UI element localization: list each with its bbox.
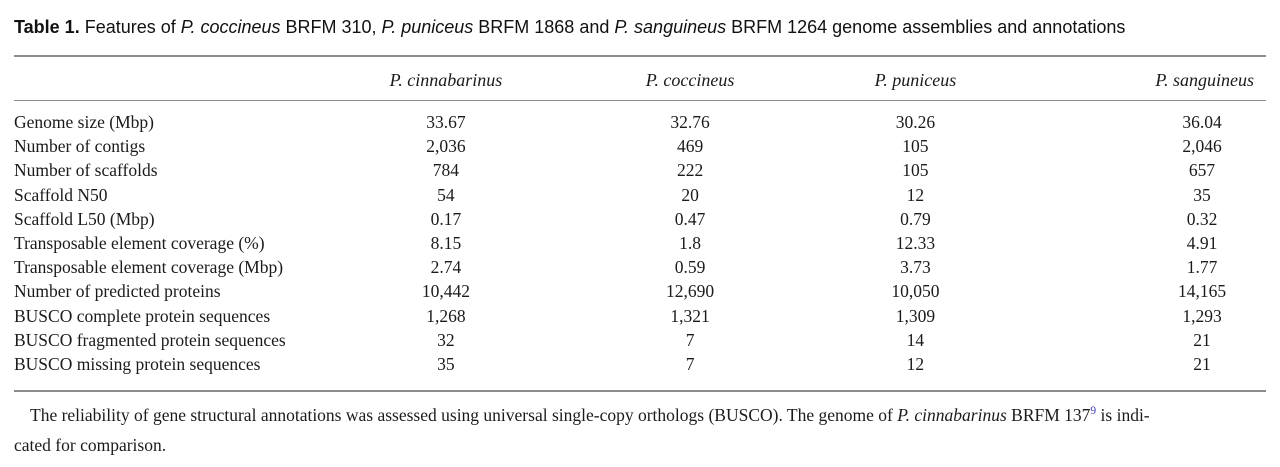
cell-value: 21 — [1193, 329, 1211, 350]
cell-value: 2,036 — [426, 136, 466, 157]
table-header: P. cinnabarinus P. coccineus P. puniceus P.… — [14, 56, 1266, 101]
row-feature-label: Transposable element coverage (%) — [14, 233, 265, 254]
table-row: Scaffold L50 (Mbp) 0.17 0.47 0.79 0.32 — [14, 207, 1266, 231]
cell-value: 30.26 — [895, 112, 936, 132]
table-caption: Table 1. Features of P. coccineus BRFM 3… — [14, 15, 1266, 39]
cell-value: 105 — [902, 160, 929, 181]
cell-value: 2,046 — [1182, 136, 1222, 157]
row-feature-label: Transposable element coverage (Mbp) — [14, 257, 284, 278]
cell-value: 36.04 — [1182, 112, 1222, 132]
table-row: Transposable element coverage (%) 8.15 1.8… — [14, 231, 1266, 255]
cell-value: 32 — [437, 329, 455, 350]
cell-value: 657 — [1188, 160, 1216, 181]
table-row: Number of scaffolds 784 222 105 657 — [14, 158, 1266, 182]
cell-value: 12 — [906, 354, 925, 375]
cell-value: 2.74 — [430, 257, 462, 278]
footnote-text: is indi- — [1096, 405, 1150, 426]
row-feature-label: BUSCO missing protein sequences — [14, 354, 261, 375]
column-header-p-sanguineus: P. sanguineus — [1003, 56, 1266, 101]
cell-value: 54 — [437, 184, 455, 205]
cell-value: 35 — [437, 354, 455, 375]
row-feature-label: Scaffold N50 — [14, 184, 108, 205]
row-feature-label: Number of predicted proteins — [14, 281, 221, 302]
caption-text: BRFM 310, — [280, 17, 382, 37]
table-row: Genome size (Mbp) 33.67 32.76 30.26 36.04 — [14, 101, 1266, 135]
table-footnote: The reliability of gene structural annot… — [14, 400, 1266, 460]
caption-species: P. sanguineus — [614, 17, 727, 37]
cell-value: 1,268 — [426, 305, 466, 326]
cell-value: 32.76 — [670, 112, 710, 132]
cell-value: 0.47 — [674, 208, 706, 229]
features-table: P. cinnabarinus P. coccineus P. puniceus P.… — [14, 55, 1266, 393]
cell-value: 1,321 — [670, 305, 710, 326]
column-header-p-puniceus: P. puniceus — [827, 56, 1004, 101]
cell-value: 12.33 — [895, 233, 936, 254]
cell-value: 33.67 — [426, 112, 466, 132]
table-row: Scaffold N50 54 20 12 35 — [14, 183, 1266, 207]
cell-value: 784 — [432, 160, 460, 181]
column-header-p-coccineus: P. coccineus — [552, 56, 828, 101]
cell-value: 222 — [676, 160, 704, 181]
row-feature-label: Genome size (Mbp) — [14, 112, 154, 132]
table-row: BUSCO complete protein sequences 1,268 1,3… — [14, 304, 1266, 328]
caption-text: BRFM 1868 and — [473, 17, 615, 37]
footnote-text: cated for comparison. — [14, 435, 167, 456]
table-row: Transposable element coverage (Mbp) 2.74 0… — [14, 255, 1266, 279]
cell-value: 469 — [676, 136, 704, 157]
row-feature-label: BUSCO fragmented protein sequences — [14, 329, 286, 350]
row-feature-label: Number of contigs — [14, 136, 146, 157]
cell-value: 20 — [681, 184, 699, 205]
caption-species: P. coccineus — [180, 17, 281, 37]
cell-value: 7 — [685, 329, 695, 350]
cell-value: 3.73 — [900, 257, 931, 278]
cell-value: 10,050 — [891, 281, 940, 302]
cell-value: 21 — [1193, 354, 1211, 375]
cell-value: 8.15 — [430, 233, 462, 254]
caption-label: Table 1. — [14, 17, 80, 37]
caption-text: BRFM 1264 genome assemblies and annotati… — [726, 17, 1126, 37]
footnote-text: The reliability of gene structural annot… — [30, 405, 898, 426]
caption-text: Features of — [79, 17, 181, 37]
column-header-p-cinnabarinus: P. cinnabarinus — [339, 56, 553, 101]
cell-value: 4.91 — [1186, 233, 1218, 254]
footnote-text: BRFM 137 — [1006, 405, 1091, 426]
row-feature-label: BUSCO complete protein sequences — [14, 305, 271, 326]
row-feature-label: Number of scaffolds — [14, 160, 158, 181]
caption-species: P. puniceus — [381, 17, 474, 37]
column-header-feature — [14, 56, 340, 101]
cell-value: 0.17 — [430, 208, 462, 229]
cell-value: 0.79 — [900, 208, 931, 229]
cell-value: 35 — [1193, 184, 1211, 205]
table-row: BUSCO missing protein sequences 35 7 12 21 — [14, 352, 1266, 391]
table-row: Number of predicted proteins 10,442 12,690… — [14, 279, 1266, 303]
cell-value: 105 — [902, 136, 929, 157]
table-header-row: P. cinnabarinus P. coccineus P. puniceus P.… — [14, 56, 1266, 101]
cell-value: 1.8 — [679, 233, 701, 254]
table-body: Genome size (Mbp) 33.67 32.76 30.26 36.04 Num… — [14, 101, 1266, 392]
cell-value: 12 — [906, 184, 925, 205]
footnote-species: P. cinnabarinus — [897, 405, 1007, 426]
cell-value: 12,690 — [666, 281, 715, 302]
cell-value: 10,442 — [421, 281, 470, 302]
cell-value: 1.77 — [1186, 257, 1218, 278]
cell-value: 1,309 — [895, 305, 936, 326]
cell-value: 0.32 — [1186, 208, 1218, 229]
cell-value: 7 — [685, 354, 695, 375]
citation-ref-9[interactable]: 9 — [1090, 405, 1097, 418]
cell-value: 0.59 — [674, 257, 706, 278]
row-feature-label: Scaffold L50 (Mbp) — [14, 208, 155, 229]
table-row: Number of contigs 2,036 469 105 2,046 — [14, 134, 1266, 158]
table-row: BUSCO fragmented protein sequences 32 7 14 2… — [14, 328, 1266, 352]
cell-value: 1,293 — [1182, 305, 1222, 326]
cell-value: 14,165 — [1177, 281, 1227, 302]
cell-value: 14 — [906, 329, 925, 350]
